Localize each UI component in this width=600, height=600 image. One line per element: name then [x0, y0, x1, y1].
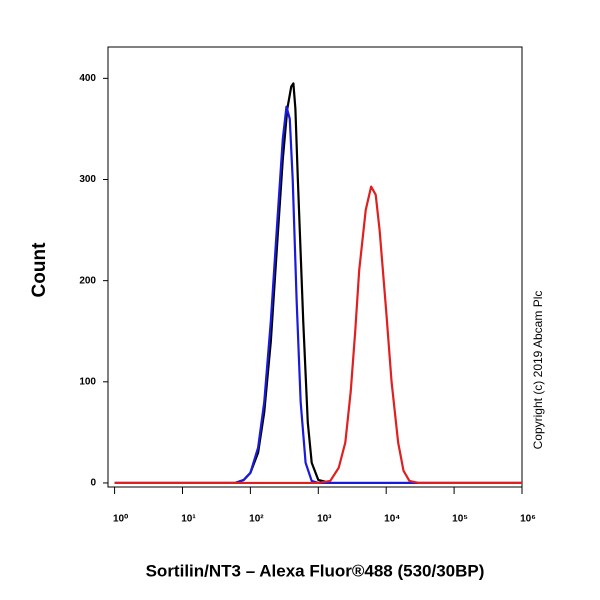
- series-line: [114, 82, 522, 485]
- y-tick-label: 400: [79, 73, 96, 84]
- y-axis-label: Count: [29, 242, 50, 298]
- x-tick-label: 10⁵: [452, 514, 468, 525]
- plot-frame: [107, 46, 523, 488]
- y-tick-label: 0: [90, 478, 96, 489]
- y-tick-label: 300: [79, 174, 96, 185]
- x-tick-label: 10⁴: [384, 514, 400, 525]
- copyright: Copyright (c) 2019 Abcam Plc: [531, 291, 545, 450]
- x-tick-label: 10⁰: [113, 514, 128, 525]
- x-tick-label: 10³: [317, 514, 332, 525]
- x-tick-label: 10¹: [181, 514, 196, 525]
- x-tick-label: 10²: [249, 514, 264, 525]
- series-line: [114, 105, 522, 485]
- series-line: [114, 185, 522, 485]
- x-tick-label: 10⁶: [520, 514, 536, 525]
- y-tick-label: 100: [79, 376, 96, 387]
- y-tick-label: 200: [79, 275, 96, 286]
- x-axis-label: Sortilin/NT3 – Alexa Fluor®488 (530/30BP…: [146, 561, 485, 580]
